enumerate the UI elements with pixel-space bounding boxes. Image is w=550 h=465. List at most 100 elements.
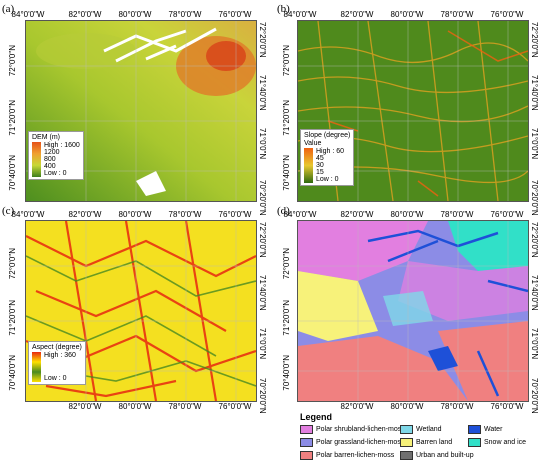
- lat-label: 71°0'0"N: [258, 128, 267, 160]
- aspect-legend-low: Low : 0: [44, 375, 67, 382]
- panel-label-a: (a): [2, 3, 15, 15]
- lat-label: 71°40'0"N: [258, 275, 267, 311]
- lat-label: 72°0'0"N: [8, 45, 17, 77]
- lat-label: 71°20'0"N: [282, 300, 291, 336]
- lat-label: 70°20'0"N: [258, 180, 267, 216]
- lon-label: 78°0'0"W: [440, 10, 474, 19]
- landcover-map: [297, 220, 529, 402]
- lon-label: 80°0'0"W: [390, 10, 424, 19]
- lat-label: 70°20'0"N: [530, 378, 539, 414]
- dem-legend-tick: 800: [44, 156, 56, 163]
- aspect-map: Aspect (degree) High : 360 Low : 0: [25, 220, 257, 402]
- lon-label: 76°0'0"W: [218, 210, 252, 219]
- landcover-legend-item: Polar grassland-lichen-moss: [300, 438, 404, 447]
- lon-label: 76°0'0"W: [490, 10, 524, 19]
- landcover-legend-item: Urban and built-up: [400, 451, 474, 460]
- lon-label: 78°0'0"W: [168, 10, 202, 19]
- lon-label: 82°0'0"W: [340, 402, 374, 411]
- panel-label-c: (c): [2, 205, 15, 217]
- panel-label-b: (b): [277, 3, 290, 15]
- legend-swatch: [468, 425, 481, 434]
- slope-legend-title: Slope (degree): [304, 132, 351, 139]
- lat-label: 71°0'0"N: [258, 328, 267, 360]
- lat-label: 70°20'0"N: [530, 180, 539, 216]
- lon-label: 80°0'0"W: [390, 210, 424, 219]
- lat-label: 71°20'0"N: [282, 100, 291, 136]
- dem-legend-high: High : 1600: [44, 142, 80, 149]
- dem-legend-low: Low : 0: [44, 170, 67, 177]
- legend-swatch: [400, 425, 413, 434]
- dem-legend: DEM (m) High : 1600 1200 800 400 Low : 0: [28, 131, 84, 180]
- lon-label: 76°0'0"W: [218, 402, 252, 411]
- dem-legend-tick: 400: [44, 163, 56, 170]
- lon-label: 76°0'0"W: [490, 210, 524, 219]
- landcover-legend-item: Wetland: [400, 425, 442, 434]
- lon-label: 80°0'0"W: [118, 10, 152, 19]
- lon-label: 84°0'0"W: [11, 10, 45, 19]
- lat-label: 71°40'0"N: [530, 275, 539, 311]
- legend-label: Urban and built-up: [416, 452, 474, 459]
- legend-label: Wetland: [416, 426, 442, 433]
- legend-label: Water: [484, 426, 503, 433]
- legend-label: Polar barren-lichen-moss: [316, 452, 395, 459]
- lon-label: 82°0'0"W: [340, 210, 374, 219]
- lat-label: 72°20'0"N: [258, 222, 267, 258]
- slope-map: Slope (degree) Value High : 60 45 30 15 …: [297, 20, 529, 202]
- lon-label: 80°0'0"W: [390, 402, 424, 411]
- legend-swatch: [300, 425, 313, 434]
- legend-label: Barren land: [416, 439, 453, 446]
- landcover-legend-title: Legend: [300, 412, 333, 422]
- lat-label: 71°40'0"N: [530, 75, 539, 111]
- lat-label: 72°0'0"N: [282, 45, 291, 77]
- lat-label: 71°0'0"N: [530, 328, 539, 360]
- landcover-legend-item: Snow and ice: [468, 438, 526, 447]
- lon-label: 80°0'0"W: [118, 402, 152, 411]
- slope-legend-tick: 30: [316, 162, 324, 169]
- lat-label: 72°0'0"N: [8, 248, 17, 280]
- landcover-legend-item: Barren land: [400, 438, 452, 447]
- lat-label: 72°20'0"N: [530, 222, 539, 258]
- dem-legend-title: DEM (m): [32, 134, 60, 141]
- lon-label: 84°0'0"W: [283, 10, 317, 19]
- lat-label: 70°40'0"N: [282, 155, 291, 191]
- panel-label-d: (d): [277, 205, 290, 217]
- lon-label: 78°0'0"W: [168, 210, 202, 219]
- lon-label: 82°0'0"W: [68, 210, 102, 219]
- legend-swatch: [400, 451, 413, 460]
- lon-label: 82°0'0"W: [68, 10, 102, 19]
- lon-label: 82°0'0"W: [68, 402, 102, 411]
- legend-label: Polar grassland-lichen-moss: [316, 439, 405, 446]
- slope-legend-sub: Value: [304, 140, 322, 147]
- aspect-legend: Aspect (degree) High : 360 Low : 0: [28, 341, 86, 385]
- dem-map: DEM (m) High : 1600 1200 800 400 Low : 0: [25, 20, 257, 202]
- slope-legend: Slope (degree) Value High : 60 45 30 15 …: [300, 129, 355, 186]
- lat-label: 71°0'0"N: [530, 128, 539, 160]
- aspect-legend-title: Aspect (degree): [32, 344, 82, 351]
- lat-label: 72°20'0"N: [258, 22, 267, 58]
- slope-color-ramp: [304, 148, 313, 183]
- lat-label: 70°40'0"N: [282, 355, 291, 391]
- lat-label: 72°0'0"N: [282, 248, 291, 280]
- aspect-color-ramp: [32, 352, 41, 382]
- landcover-raster: [298, 221, 528, 401]
- slope-legend-low: Low : 0: [316, 176, 339, 183]
- legend-label: Snow and ice: [484, 439, 527, 446]
- legend-swatch: [400, 438, 413, 447]
- landcover-legend-item: Polar shrubland-lichen-moss: [300, 425, 405, 434]
- landcover-legend: Legend Polar shrubland-lichen-moss Polar …: [300, 412, 548, 464]
- lat-label: 71°20'0"N: [8, 300, 17, 336]
- legend-label: Polar shrubland-lichen-moss: [316, 426, 405, 433]
- lon-label: 76°0'0"W: [490, 402, 524, 411]
- lat-label: 71°20'0"N: [8, 100, 17, 136]
- legend-swatch: [300, 451, 313, 460]
- lat-label: 70°40'0"N: [8, 155, 17, 191]
- aspect-legend-high: High : 360: [44, 352, 76, 359]
- slope-legend-tick: 15: [316, 169, 324, 176]
- landcover-legend-item: Polar barren-lichen-moss: [300, 451, 394, 460]
- lon-label: 76°0'0"W: [218, 10, 252, 19]
- lon-label: 82°0'0"W: [340, 10, 374, 19]
- lon-label: 84°0'0"W: [11, 210, 45, 219]
- dem-color-ramp: [32, 142, 41, 177]
- lat-label: 71°40'0"N: [258, 75, 267, 111]
- landcover-legend-item: Water: [468, 425, 502, 434]
